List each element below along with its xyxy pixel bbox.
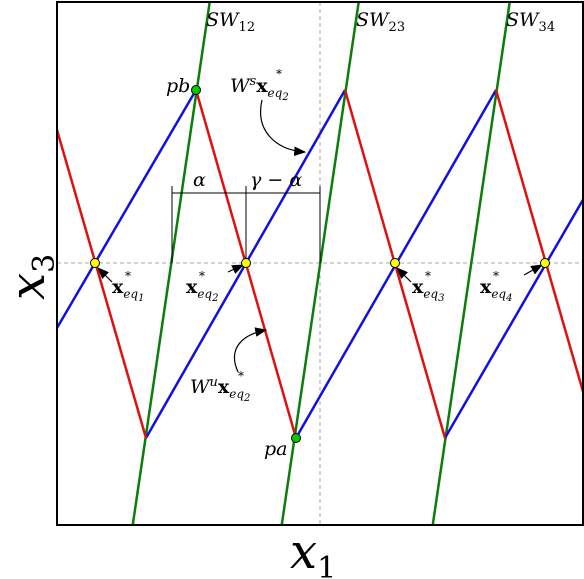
unstable-manifold-label: Wuxeq2 * bbox=[190, 369, 255, 406]
point-pa bbox=[291, 433, 301, 443]
dimension-markers bbox=[171, 186, 321, 263]
equilibrium-point-3 bbox=[390, 258, 400, 268]
point-pb bbox=[191, 85, 201, 95]
unstable-branch-4 bbox=[494, 89, 583, 396]
pb-label: pb bbox=[166, 75, 190, 97]
sw23-label: SW23 bbox=[356, 9, 405, 35]
annotation-arrows bbox=[97, 99, 544, 373]
unstable-branch-1 bbox=[57, 129, 148, 439]
stable-manifold-label: Wsxeq2 * bbox=[230, 67, 293, 105]
eq2-label: xeq2 * bbox=[186, 269, 223, 306]
stable-branch-4 bbox=[443, 197, 583, 439]
plot-frame bbox=[56, 1, 584, 526]
equilibrium-point-4 bbox=[540, 258, 550, 268]
alpha-label: α bbox=[193, 169, 206, 191]
switching-line-34 bbox=[431, 2, 511, 525]
equilibrium-point-2 bbox=[241, 258, 251, 268]
sw34-label: SW34 bbox=[506, 9, 555, 35]
sw12-label: SW12 bbox=[206, 9, 255, 35]
pa-label: pa bbox=[264, 438, 288, 460]
eq4-label: xeq4 * bbox=[480, 269, 517, 306]
y-axis-label: x3 bbox=[0, 254, 62, 300]
equilibrium-point-1 bbox=[90, 258, 100, 268]
gamma-minus-alpha-label: γ − α bbox=[250, 169, 302, 191]
eq1-label: xeq1 * bbox=[112, 269, 149, 306]
x-axis-label: x1 bbox=[290, 524, 336, 579]
eq3-label: xeq3 * bbox=[412, 269, 449, 306]
stable-branch-1 bbox=[57, 89, 198, 329]
